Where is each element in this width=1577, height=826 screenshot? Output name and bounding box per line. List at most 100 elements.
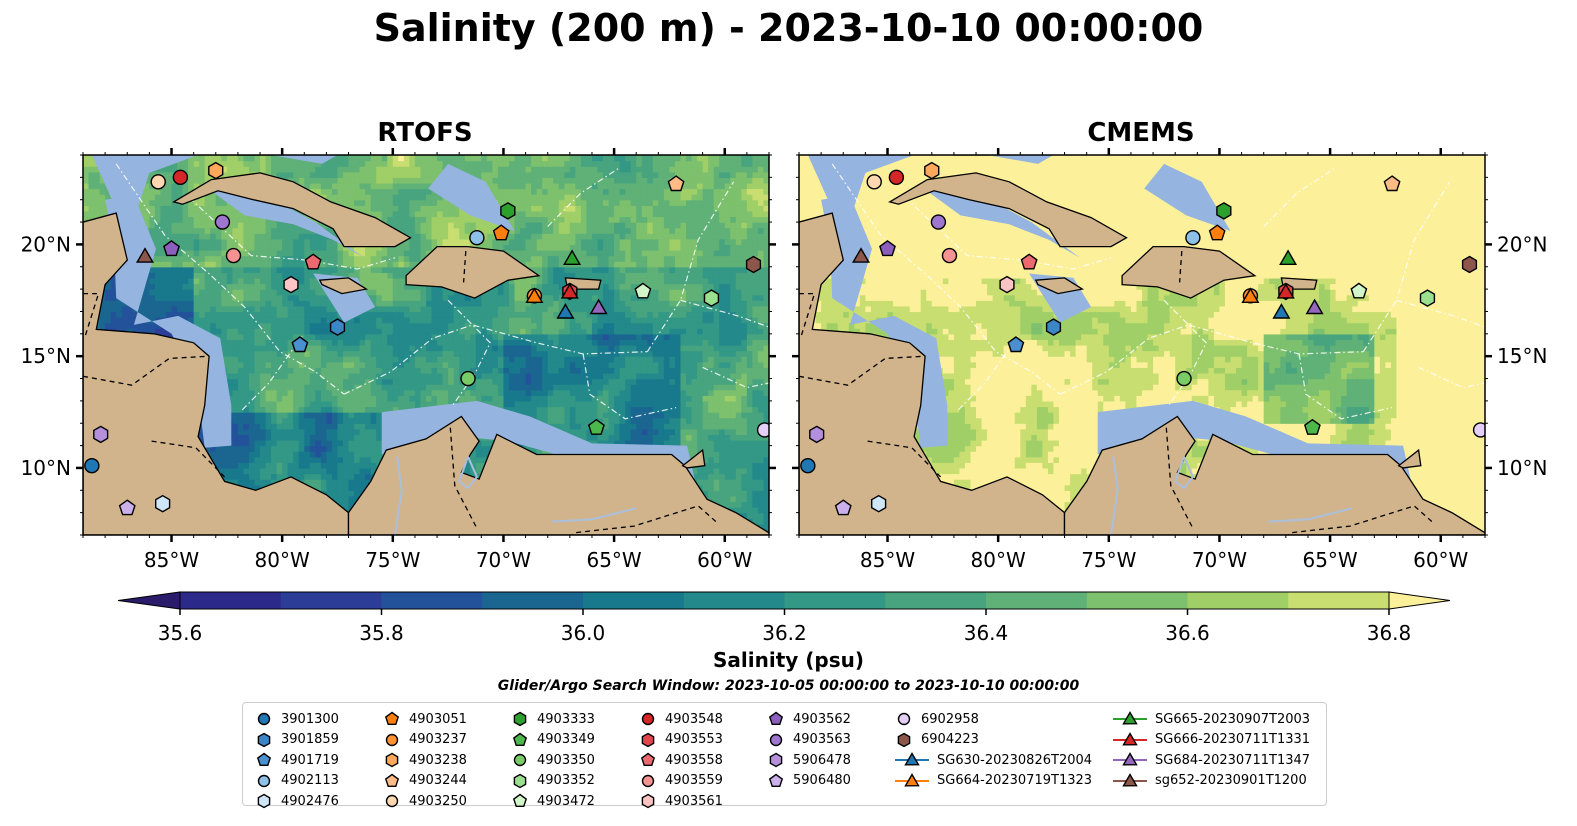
obs-marker-4903548 — [888, 169, 905, 186]
obs-marker-SG666-20230711T1331 — [1276, 283, 1295, 299]
lon-tick-label: 85°W — [860, 548, 915, 572]
river-line — [458, 456, 479, 490]
river-line — [1268, 507, 1353, 523]
legend-entry: 4903349 — [511, 730, 595, 750]
lat-tick-label: 15°N — [21, 344, 71, 368]
obs-marker-4903333 — [1216, 202, 1232, 220]
lon-tick-label: 75°W — [365, 548, 420, 572]
legend-marker-icon — [257, 712, 271, 726]
legend-entry: sg652-20230901T1200 — [1113, 771, 1307, 791]
obs-marker-4903562 — [163, 240, 180, 257]
legend-marker-icon — [385, 794, 399, 808]
legend-marker-icon — [641, 793, 655, 809]
legend-marker — [1122, 731, 1138, 746]
country-border — [571, 505, 717, 535]
legend-label: 4903558 — [665, 752, 723, 768]
legend-label: 5906480 — [793, 773, 851, 788]
legend-marker-icon — [641, 732, 655, 747]
legend-marker-icon — [1113, 731, 1147, 746]
legend-label: 4903244 — [409, 773, 467, 788]
legend-marker — [384, 711, 400, 726]
legend-entry: 4903051 — [383, 709, 467, 729]
legend-entry: 4903472 — [511, 791, 595, 811]
legend-marker — [513, 711, 527, 727]
legend-entry: 4903238 — [383, 750, 467, 770]
shelf-shallow-water — [920, 186, 1080, 258]
eez-boundary-line — [1263, 167, 1335, 227]
obs-marker-4903563 — [930, 214, 947, 230]
legend-entry: 4903250 — [383, 791, 467, 811]
lon-tick-label: 70°W — [476, 548, 531, 572]
legend-marker — [513, 753, 527, 767]
legend-entry: SG684-20230711T1347 — [1113, 750, 1310, 770]
country-border — [449, 427, 478, 529]
legend-label: SG630-20230826T2004 — [937, 752, 1093, 768]
colorbar-tick-label: 36.6 — [1165, 621, 1210, 645]
legend-entry: SG665-20230907T2003 — [1113, 709, 1310, 729]
obs-marker-SG630-20230826T2004 — [556, 303, 575, 319]
country-border — [867, 440, 942, 478]
shelf-shallow-water — [204, 186, 364, 258]
colorbar-tick-label: 36.4 — [964, 621, 1009, 645]
colorbar-label: Salinity (psu) — [712, 648, 864, 672]
legend-marker-icon — [512, 793, 528, 808]
legend-label: 4901719 — [281, 752, 339, 768]
river-line — [552, 507, 637, 523]
legend-label: 4903237 — [409, 732, 467, 747]
legend-label: 4903562 — [793, 711, 851, 727]
panel-title-rtofs: RTOFS — [377, 118, 473, 148]
obs-marker-4903333 — [500, 202, 516, 220]
obs-marker-SG630-20230826T2004 — [1272, 303, 1291, 319]
obs-marker-4903559 — [941, 247, 958, 264]
legend-marker-icon — [769, 733, 783, 746]
colorbar-bin — [885, 592, 987, 609]
map-panel-rtofs: 85°W 80°W 75°W 70°W 65°W 60°W 20°N 15°N 10°N — [21, 148, 776, 572]
legend-entry: 4903563 — [767, 730, 851, 750]
legend-marker-icon — [768, 773, 784, 787]
legend-label: 4903238 — [409, 752, 467, 768]
colorbar-extend-low — [117, 591, 181, 610]
legend-marker — [897, 732, 911, 747]
land-central-america — [799, 212, 1066, 535]
legend-label: 3901300 — [281, 711, 339, 727]
legend-entry: 4902476 — [255, 791, 339, 811]
obs-marker-4902476 — [871, 494, 887, 513]
legend-label: 3901859 — [281, 732, 339, 747]
legend-label: 4903250 — [409, 793, 467, 809]
obs-marker-sg652-20230901T1200 — [135, 247, 155, 263]
legend-marker — [897, 712, 911, 726]
legend-marker — [904, 772, 920, 787]
legend-entry: 4903561 — [639, 791, 723, 811]
colorbar-bin — [1187, 592, 1289, 609]
legend-label: sg652-20230901T1200 — [1155, 773, 1307, 788]
legend-label: 4903561 — [665, 793, 723, 809]
lon-tick-label: 80°W — [971, 548, 1026, 572]
colorbar-bin — [180, 592, 282, 609]
obs-marker-6904223 — [745, 255, 762, 274]
legend-label: 4903333 — [537, 711, 595, 727]
colorbar-bin — [1288, 592, 1390, 609]
obs-marker-4903350 — [1176, 370, 1192, 387]
legend-marker — [513, 773, 527, 788]
legend-marker-icon — [384, 773, 400, 787]
legend-marker-icon — [768, 711, 784, 726]
land-hispaniola — [1121, 245, 1257, 299]
land-jamaica — [318, 277, 369, 295]
legend-label: 5906478 — [793, 752, 851, 768]
legend-entry: 4903553 — [639, 730, 723, 750]
lat-tick-label: 20°N — [1497, 232, 1547, 256]
legend-marker-icon — [257, 732, 271, 747]
shelf-shallow-water — [91, 155, 199, 214]
legend-marker — [1122, 772, 1138, 787]
legend-marker — [641, 793, 655, 809]
legend-marker-icon — [256, 752, 272, 767]
land-florida — [237, 155, 274, 156]
shelf-shallow-water — [807, 155, 915, 214]
land-cuba — [172, 172, 412, 248]
legend-entry: 3901859 — [255, 730, 339, 750]
colorbar-tick-label: 35.8 — [359, 621, 404, 645]
lon-tick-label: 60°W — [1413, 548, 1468, 572]
legend-entry: 4901719 — [255, 750, 339, 770]
obs-marker-4903352 — [1419, 289, 1436, 307]
lon-tick-label: 65°W — [1302, 548, 1357, 572]
